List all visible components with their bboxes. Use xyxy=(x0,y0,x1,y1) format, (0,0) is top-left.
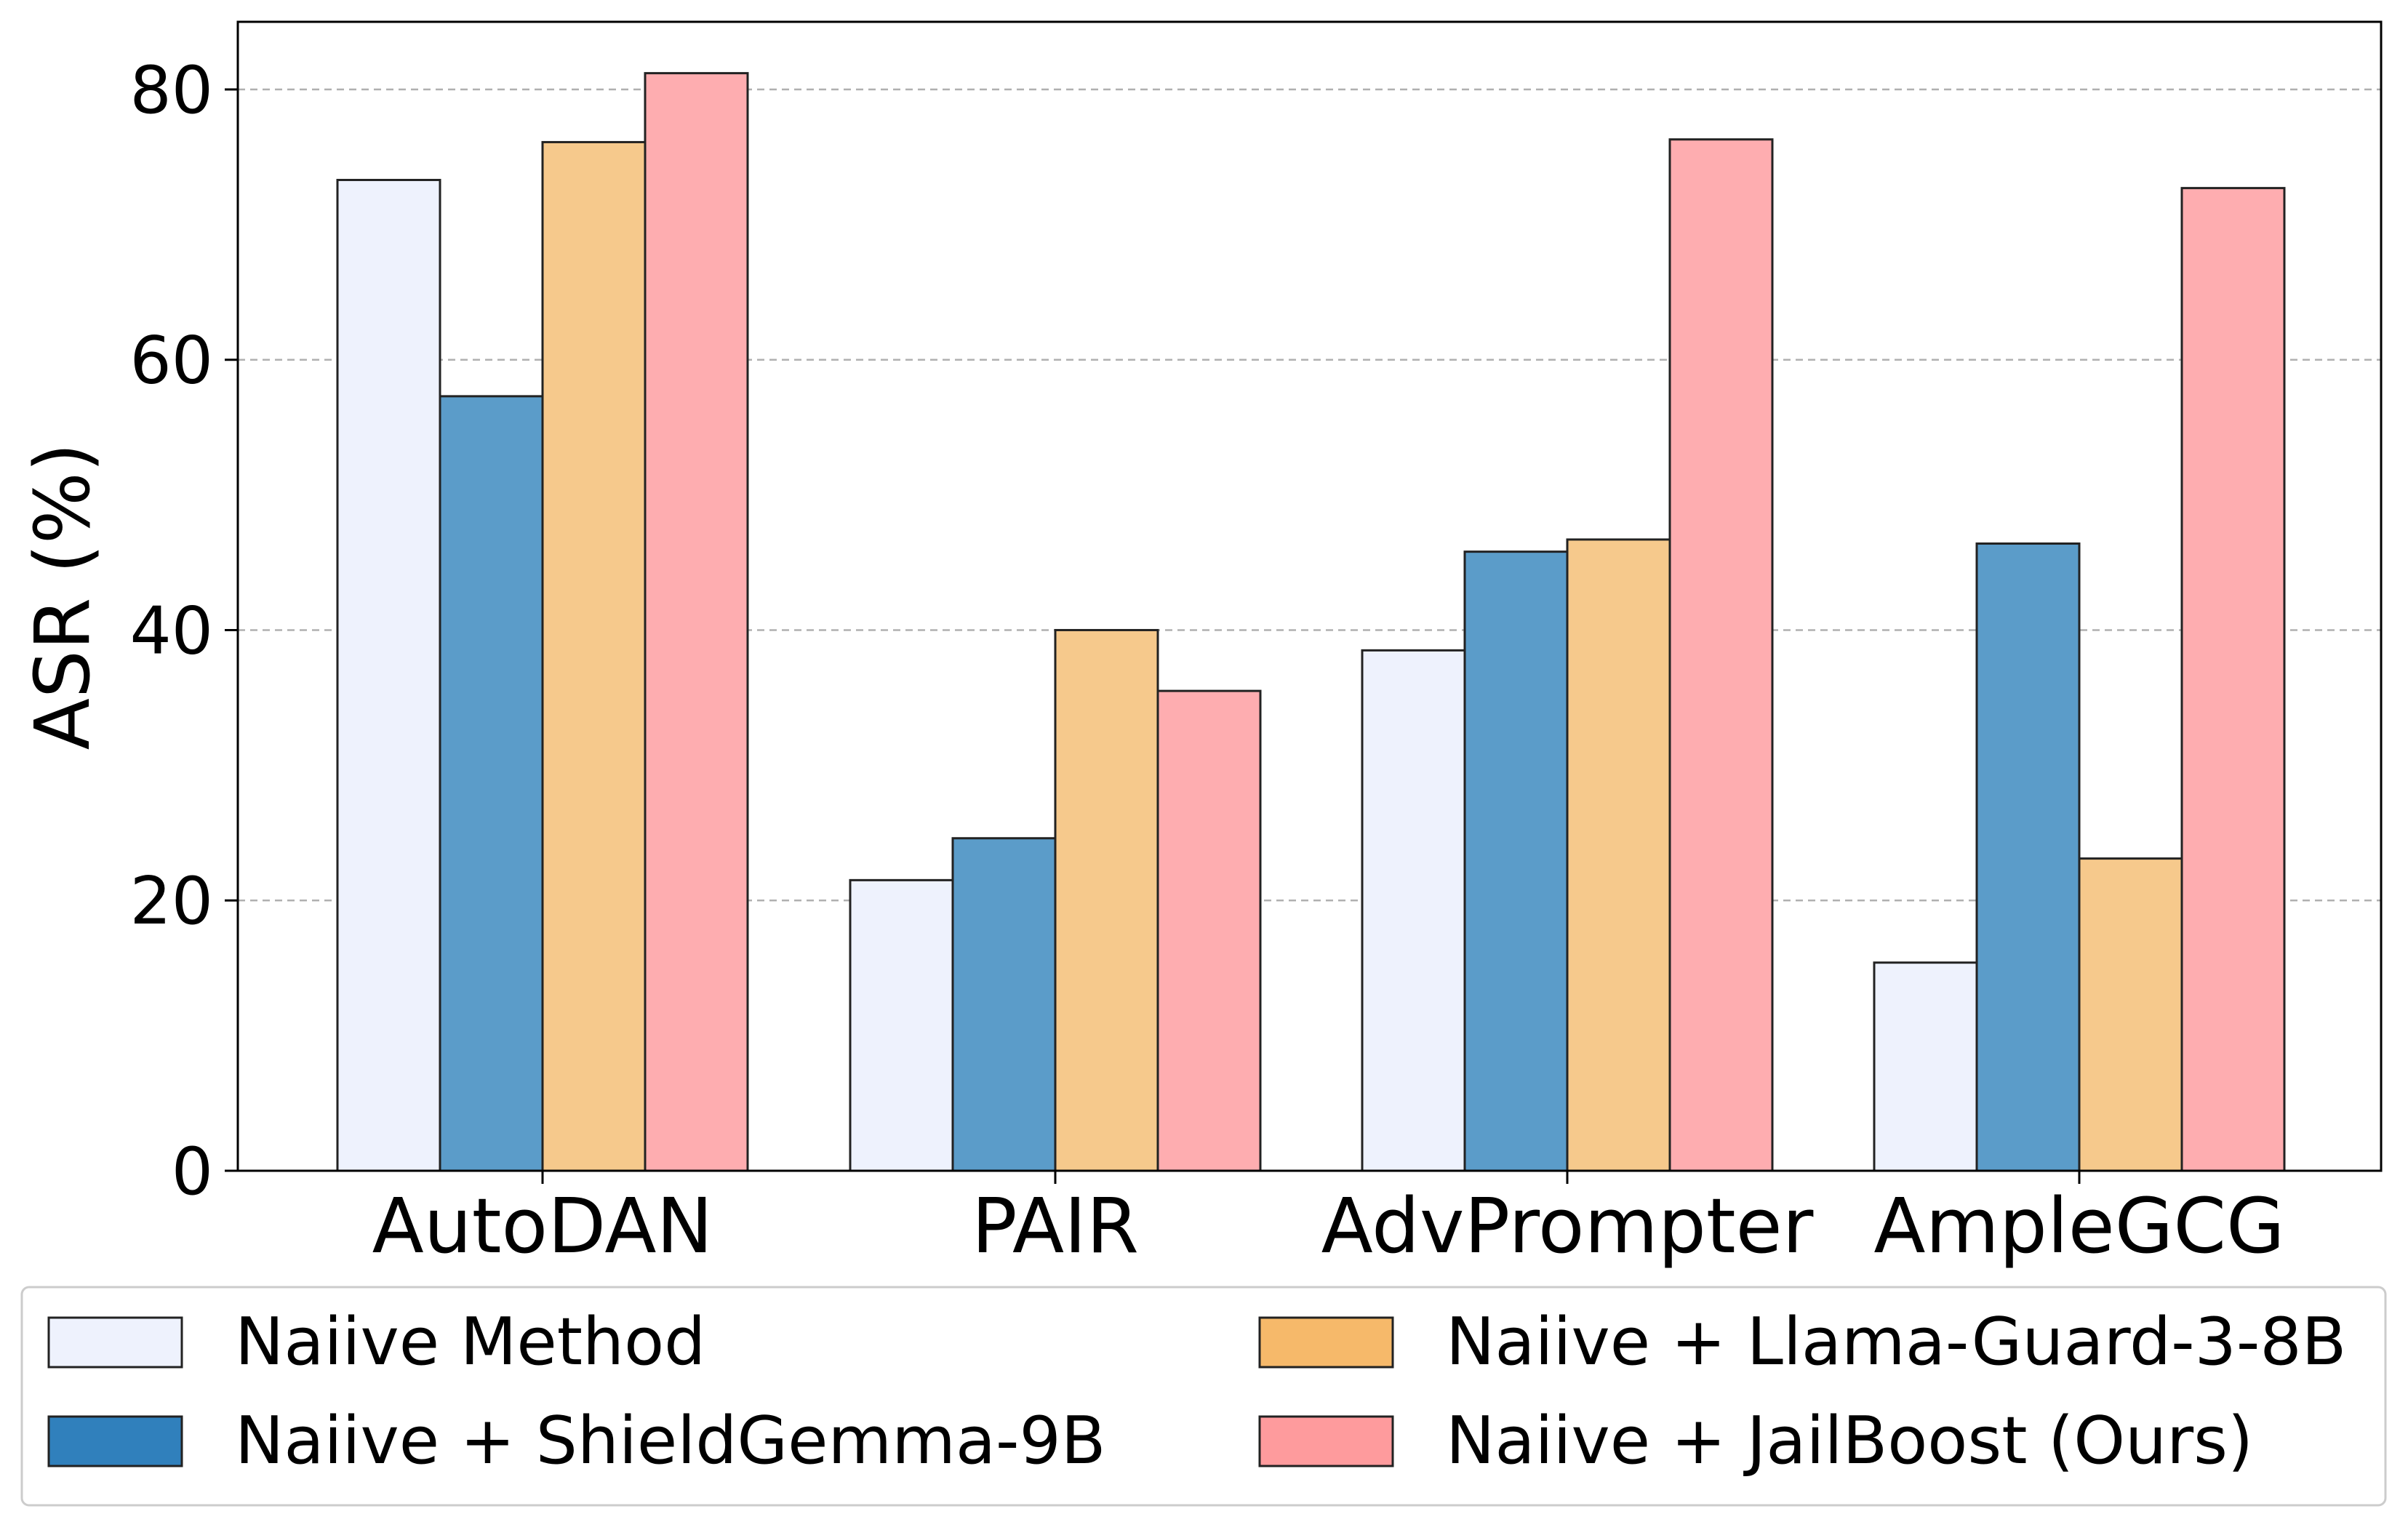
legend-swatch xyxy=(1258,1415,1394,1467)
legend-swatch xyxy=(47,1415,183,1467)
bar xyxy=(1668,138,1774,1172)
y-tick-label: 20 xyxy=(129,863,213,940)
legend-frame xyxy=(20,1286,2387,1507)
bar xyxy=(439,395,544,1172)
bar xyxy=(644,72,749,1172)
bar xyxy=(1463,550,1569,1172)
x-tick-label: AutoDAN xyxy=(372,1182,713,1270)
x-tick-label: AdvPrompter xyxy=(1321,1182,1814,1270)
bar xyxy=(1156,689,1262,1172)
legend: Naiive Method Naiive + ShieldGemma-9B Naii… xyxy=(20,1286,2387,1507)
bar xyxy=(951,837,1057,1172)
bar xyxy=(2180,187,2286,1172)
bar xyxy=(1975,542,2081,1172)
legend-swatch xyxy=(47,1316,183,1369)
x-tick-label: AmpleGCG xyxy=(1873,1182,2284,1270)
y-tick-label: 0 xyxy=(172,1134,213,1210)
y-tick-label: 40 xyxy=(129,593,213,669)
y-tick-label: 60 xyxy=(129,323,213,399)
y-axis-label: ASR (%) xyxy=(18,443,107,750)
x-tick-label: PAIR xyxy=(972,1182,1139,1270)
legend-label: Naiive + ShieldGemma-9B xyxy=(235,1403,1106,1479)
bars xyxy=(336,72,2286,1172)
y-axis-ticks: 0 20 40 60 80 xyxy=(129,52,238,1210)
legend-label: Naiive + JailBoost (Ours) xyxy=(1446,1403,2253,1479)
legend-label: Naiive + Llama-Guard-3-8B xyxy=(1446,1304,2346,1380)
y-tick-label: 80 xyxy=(129,52,213,129)
bar xyxy=(1054,628,1159,1172)
x-axis-ticks: AutoDAN PAIR AdvPrompter AmpleGCG xyxy=(372,1171,2285,1270)
bar xyxy=(541,140,647,1172)
plot-frame xyxy=(236,20,2383,1172)
bar xyxy=(1361,649,1466,1172)
legend-swatch xyxy=(1258,1316,1394,1369)
bar xyxy=(1873,961,1978,1172)
bar xyxy=(849,878,954,1172)
bar xyxy=(2078,857,2183,1172)
bar xyxy=(336,178,441,1172)
legend-label: Naiive Method xyxy=(235,1304,705,1380)
bar xyxy=(1566,538,1671,1172)
